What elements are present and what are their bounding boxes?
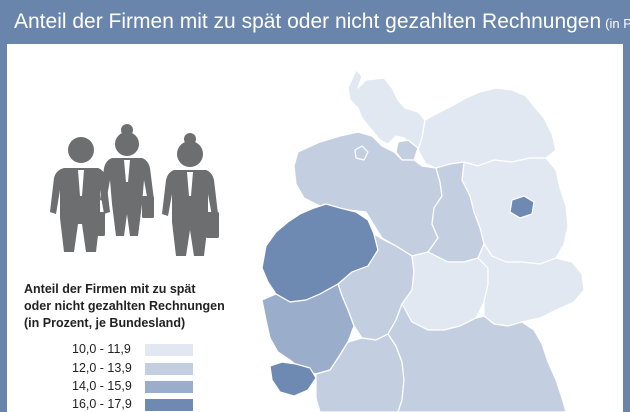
state-bayern	[387, 303, 567, 412]
legend-item: 10,0 - 11,9	[72, 342, 202, 358]
state-thueringen	[401, 251, 489, 331]
legend-item: 12,0 - 13,9	[72, 361, 202, 377]
legend-swatch	[145, 381, 193, 393]
title-bar: Anteil der Firmen mit zu spät oder nicht…	[0, 0, 630, 44]
state-sachsen	[477, 243, 585, 327]
legend-item: 14,0 - 15,9	[72, 379, 202, 395]
legend-title-line: Anteil der Firmen mit zu spät	[24, 282, 196, 296]
legend-item-label: 16,0 - 17,9	[72, 397, 132, 411]
legend-item-label: 10,0 - 11,9	[72, 342, 131, 356]
legend-swatch	[145, 363, 193, 375]
businesswoman-icon	[162, 133, 219, 256]
legend-swatch	[145, 399, 193, 411]
legend-item-label: 12,0 - 13,9	[72, 361, 132, 375]
legend-title-line: (in Prozent, je Bundesland)	[24, 316, 186, 330]
legend-swatch	[145, 344, 193, 356]
state-berlin	[509, 195, 535, 219]
legend-title-line: oder nicht gezahlten Rechnungen	[24, 299, 225, 313]
legend-title: Anteil der Firmen mit zu spät oder nicht…	[24, 281, 254, 332]
title-unit-note: (in Prozent, je BL.)	[605, 16, 630, 31]
businessman-icon	[50, 137, 110, 252]
legend-item-label: 14,0 - 15,9	[72, 379, 132, 393]
frame-border-right	[623, 44, 630, 412]
state-bremen	[354, 145, 369, 161]
state-saarland	[269, 361, 317, 397]
legend-item: 16,0 - 17,9	[72, 397, 202, 412]
businesswoman-icon	[100, 124, 154, 236]
page-title: Anteil der Firmen mit zu spät oder nicht…	[14, 10, 630, 34]
frame-border-left	[0, 44, 7, 412]
